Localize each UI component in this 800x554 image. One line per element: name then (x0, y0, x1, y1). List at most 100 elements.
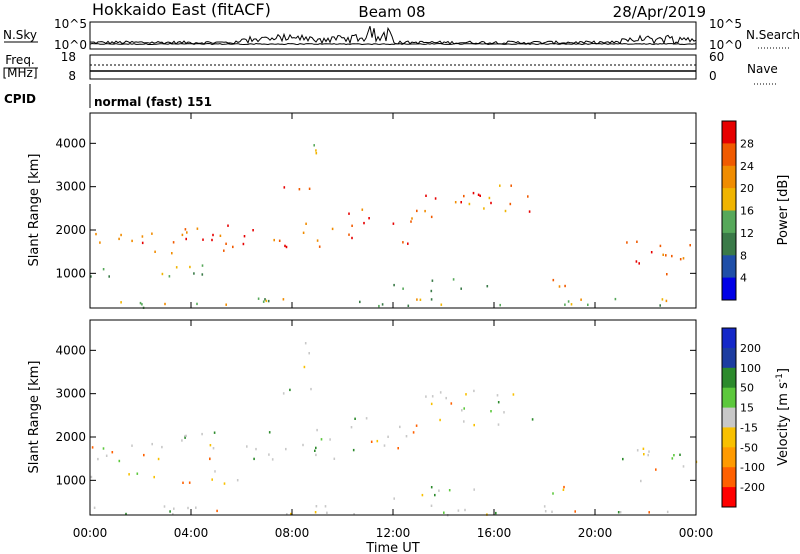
y-tick-label: 4000 (55, 343, 86, 357)
power-cell (315, 149, 317, 152)
velocity-cell (622, 457, 624, 461)
power-cell (614, 297, 617, 301)
power-cell (225, 303, 227, 306)
colorbar-segment (722, 467, 736, 488)
y-tick-label: 3000 (55, 387, 86, 401)
power-cell (331, 227, 334, 231)
cpid-label: CPID (4, 92, 36, 106)
velocity-cell (473, 423, 475, 427)
velocity-cell (503, 411, 505, 414)
power-cell (151, 232, 153, 235)
velocity-cell (671, 457, 674, 460)
power-cell (351, 224, 353, 227)
velocity-cell (316, 428, 318, 432)
power-cell (528, 210, 531, 213)
y-tick-label: 4000 (55, 136, 86, 150)
colorbar-segment (722, 165, 736, 189)
power-cell (671, 254, 673, 258)
power-cell (285, 245, 288, 249)
power-cell (141, 241, 144, 245)
velocity-cell (619, 511, 622, 514)
power-cell (196, 302, 198, 306)
power-cell (359, 300, 361, 304)
nsearch-trace (89, 42, 696, 46)
colorbar-tick-label: -200 (740, 481, 765, 494)
velocity-cell (495, 511, 497, 515)
velocity-cell (425, 395, 427, 398)
power-cell (225, 242, 227, 245)
y-tick-label: 2000 (55, 430, 86, 444)
velocity-cell (679, 453, 681, 456)
power-cell (410, 220, 412, 223)
velocity-cell (531, 418, 534, 421)
power-cell (313, 144, 315, 147)
power-cell (242, 242, 245, 246)
velocity-cell (169, 510, 171, 513)
velocity-cell (399, 425, 401, 429)
power-cell (416, 298, 418, 301)
power-cell (102, 268, 105, 271)
power-cell (95, 232, 97, 236)
power-cell (120, 301, 122, 304)
cpid-panel: CPID normal (fast) 151 (4, 84, 212, 109)
velocity-cell (438, 489, 440, 492)
velocity-cell (184, 434, 186, 438)
velocity-cell (465, 393, 467, 396)
power-cell (186, 231, 188, 234)
velocity-cell (673, 454, 675, 457)
power-cell (460, 201, 462, 204)
velocity-cell (544, 510, 547, 513)
nsky-label: N.Sky (3, 28, 37, 42)
velocity-cell (329, 438, 331, 441)
velocity-cell (315, 453, 317, 457)
power-cell (284, 244, 286, 248)
power-cell (108, 275, 110, 278)
velocity-cell (574, 510, 576, 513)
velocity-cell (353, 513, 355, 516)
power-cell (252, 229, 254, 232)
velocity-cell (415, 424, 418, 427)
power-cell (181, 233, 184, 237)
velocity-cell (464, 508, 466, 512)
power-cell (211, 238, 213, 242)
velocity-cell (383, 444, 386, 447)
power-cell (430, 289, 433, 293)
power-cell (298, 188, 301, 191)
power-colorbar-label: Power [dB] (776, 175, 791, 246)
power-cells (90, 144, 691, 309)
colorbar-segment (722, 188, 736, 211)
power-cell (463, 194, 465, 198)
power-cell (490, 201, 492, 205)
power-cell (378, 304, 380, 308)
power-cell (662, 253, 664, 256)
power-cell (393, 283, 395, 287)
power-cell (118, 237, 120, 241)
power-cell (509, 202, 512, 206)
velocity-cell (128, 473, 130, 476)
velocity-panel: 1000 2000 3000 4000 Slant Range [km] 200 100… (27, 319, 791, 554)
velocity-cell (647, 453, 649, 457)
colorbar-tick-label: 16 (740, 205, 754, 218)
power-cell (488, 196, 491, 200)
velocity-cell (655, 468, 657, 471)
velocity-cell (497, 423, 500, 426)
power-cell (402, 287, 404, 290)
power-ylabel: Slant Range [km] (27, 154, 42, 267)
velocity-cell (131, 444, 133, 447)
power-cell (316, 239, 319, 242)
colorbar-tick-label: 4 (740, 272, 747, 285)
power-cell (499, 184, 501, 187)
y-tick-label: 2000 (55, 223, 86, 237)
power-cell (168, 275, 171, 278)
velocity-cell (315, 505, 318, 508)
freq-label: Freq. (5, 53, 35, 67)
colorbar-segment (722, 367, 736, 389)
power-cell (189, 265, 191, 269)
y-tick-label: 3000 (55, 180, 86, 194)
velocity-cell (497, 401, 500, 404)
velocity-cell (151, 442, 153, 446)
power-cell (635, 260, 638, 263)
nave-tick-top: 60 (709, 50, 724, 64)
colorbar-segment (722, 487, 736, 508)
velocity-cell (648, 511, 650, 514)
